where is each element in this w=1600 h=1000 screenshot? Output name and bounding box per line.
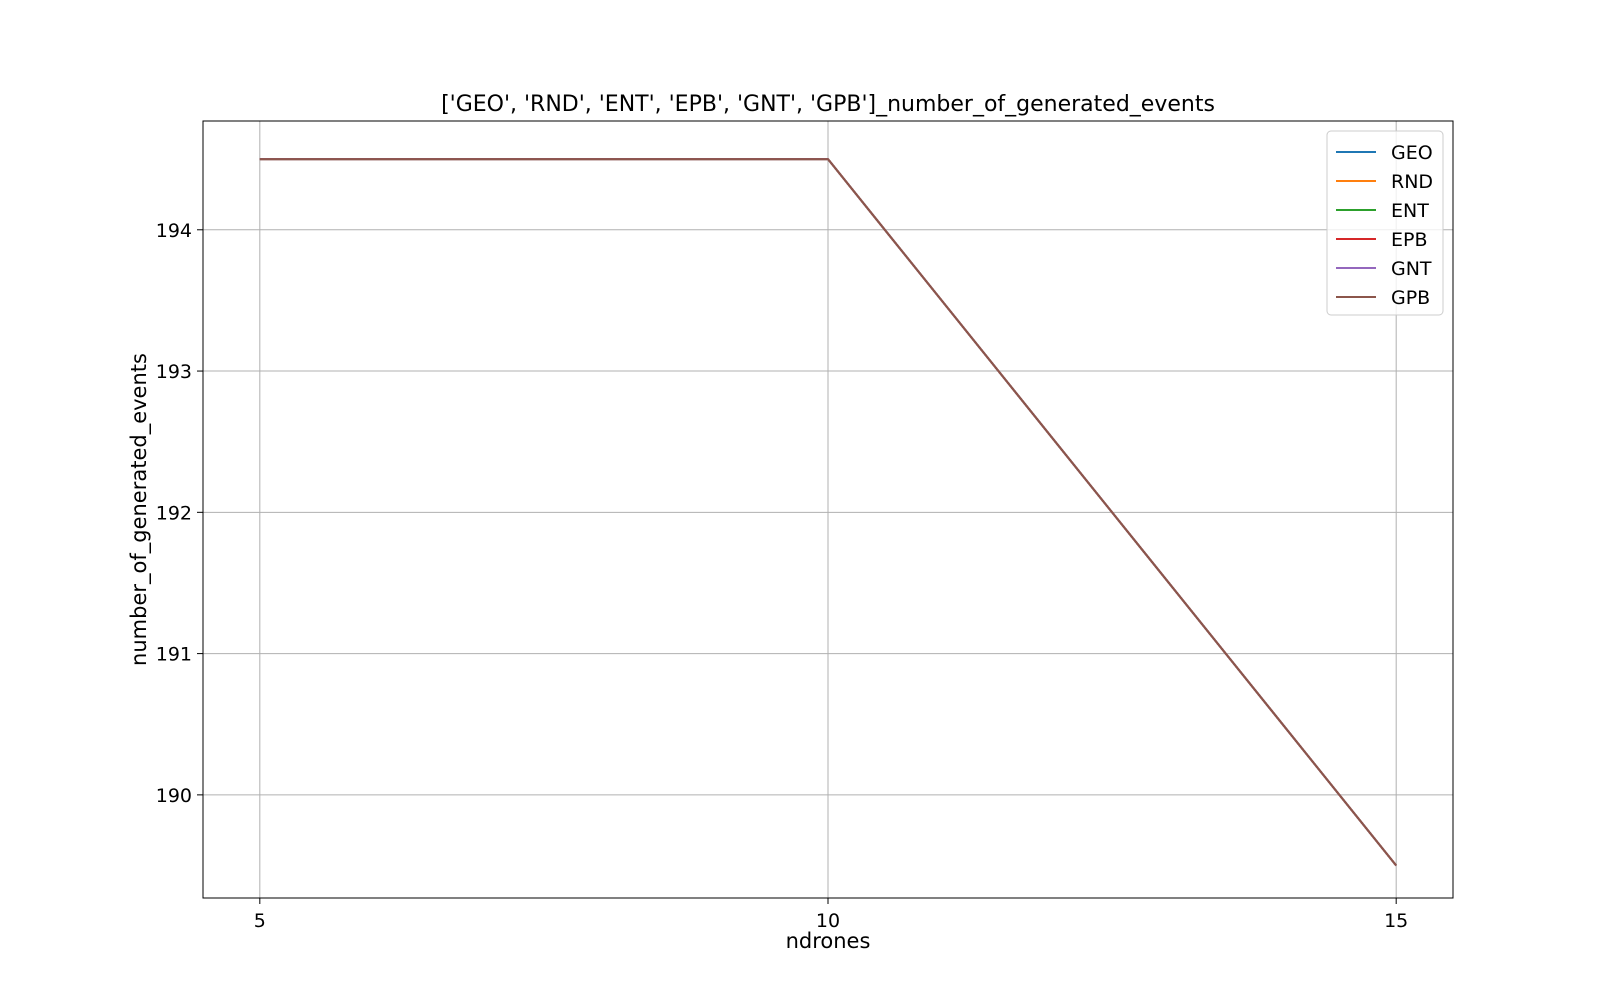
legend-label-rnd: RND — [1391, 171, 1433, 193]
x-axis-label: ndrones — [786, 929, 871, 953]
series-line-gpb — [259, 158, 1397, 867]
chart-title: ['GEO', 'RND', 'ENT', 'EPB', 'GNT', 'GPB… — [441, 92, 1215, 117]
legend-label-epb: EPB — [1391, 229, 1428, 251]
y-tick-label: 192 — [156, 502, 192, 524]
legend-label-gpb: GPB — [1391, 287, 1430, 309]
axis-ticks: 5 10 15 190 191 192 193 194 — [156, 220, 1409, 932]
series-lines — [259, 158, 1397, 867]
legend-label-gnt: GNT — [1391, 258, 1432, 280]
y-tick-label: 193 — [156, 361, 192, 383]
x-tick-label: 5 — [254, 910, 266, 932]
legend-label-ent: ENT — [1391, 200, 1429, 222]
legend-label-geo: GEO — [1391, 142, 1433, 164]
legend: GEO RND ENT EPB GNT GPB — [1326, 130, 1444, 316]
x-tick-label: 15 — [1384, 910, 1408, 932]
y-tick-label: 190 — [156, 785, 192, 807]
y-tick-label: 191 — [156, 644, 192, 666]
y-axis-label: number_of_generated_events — [127, 353, 152, 666]
x-tick-label: 10 — [816, 910, 840, 932]
y-tick-label: 194 — [156, 220, 192, 242]
